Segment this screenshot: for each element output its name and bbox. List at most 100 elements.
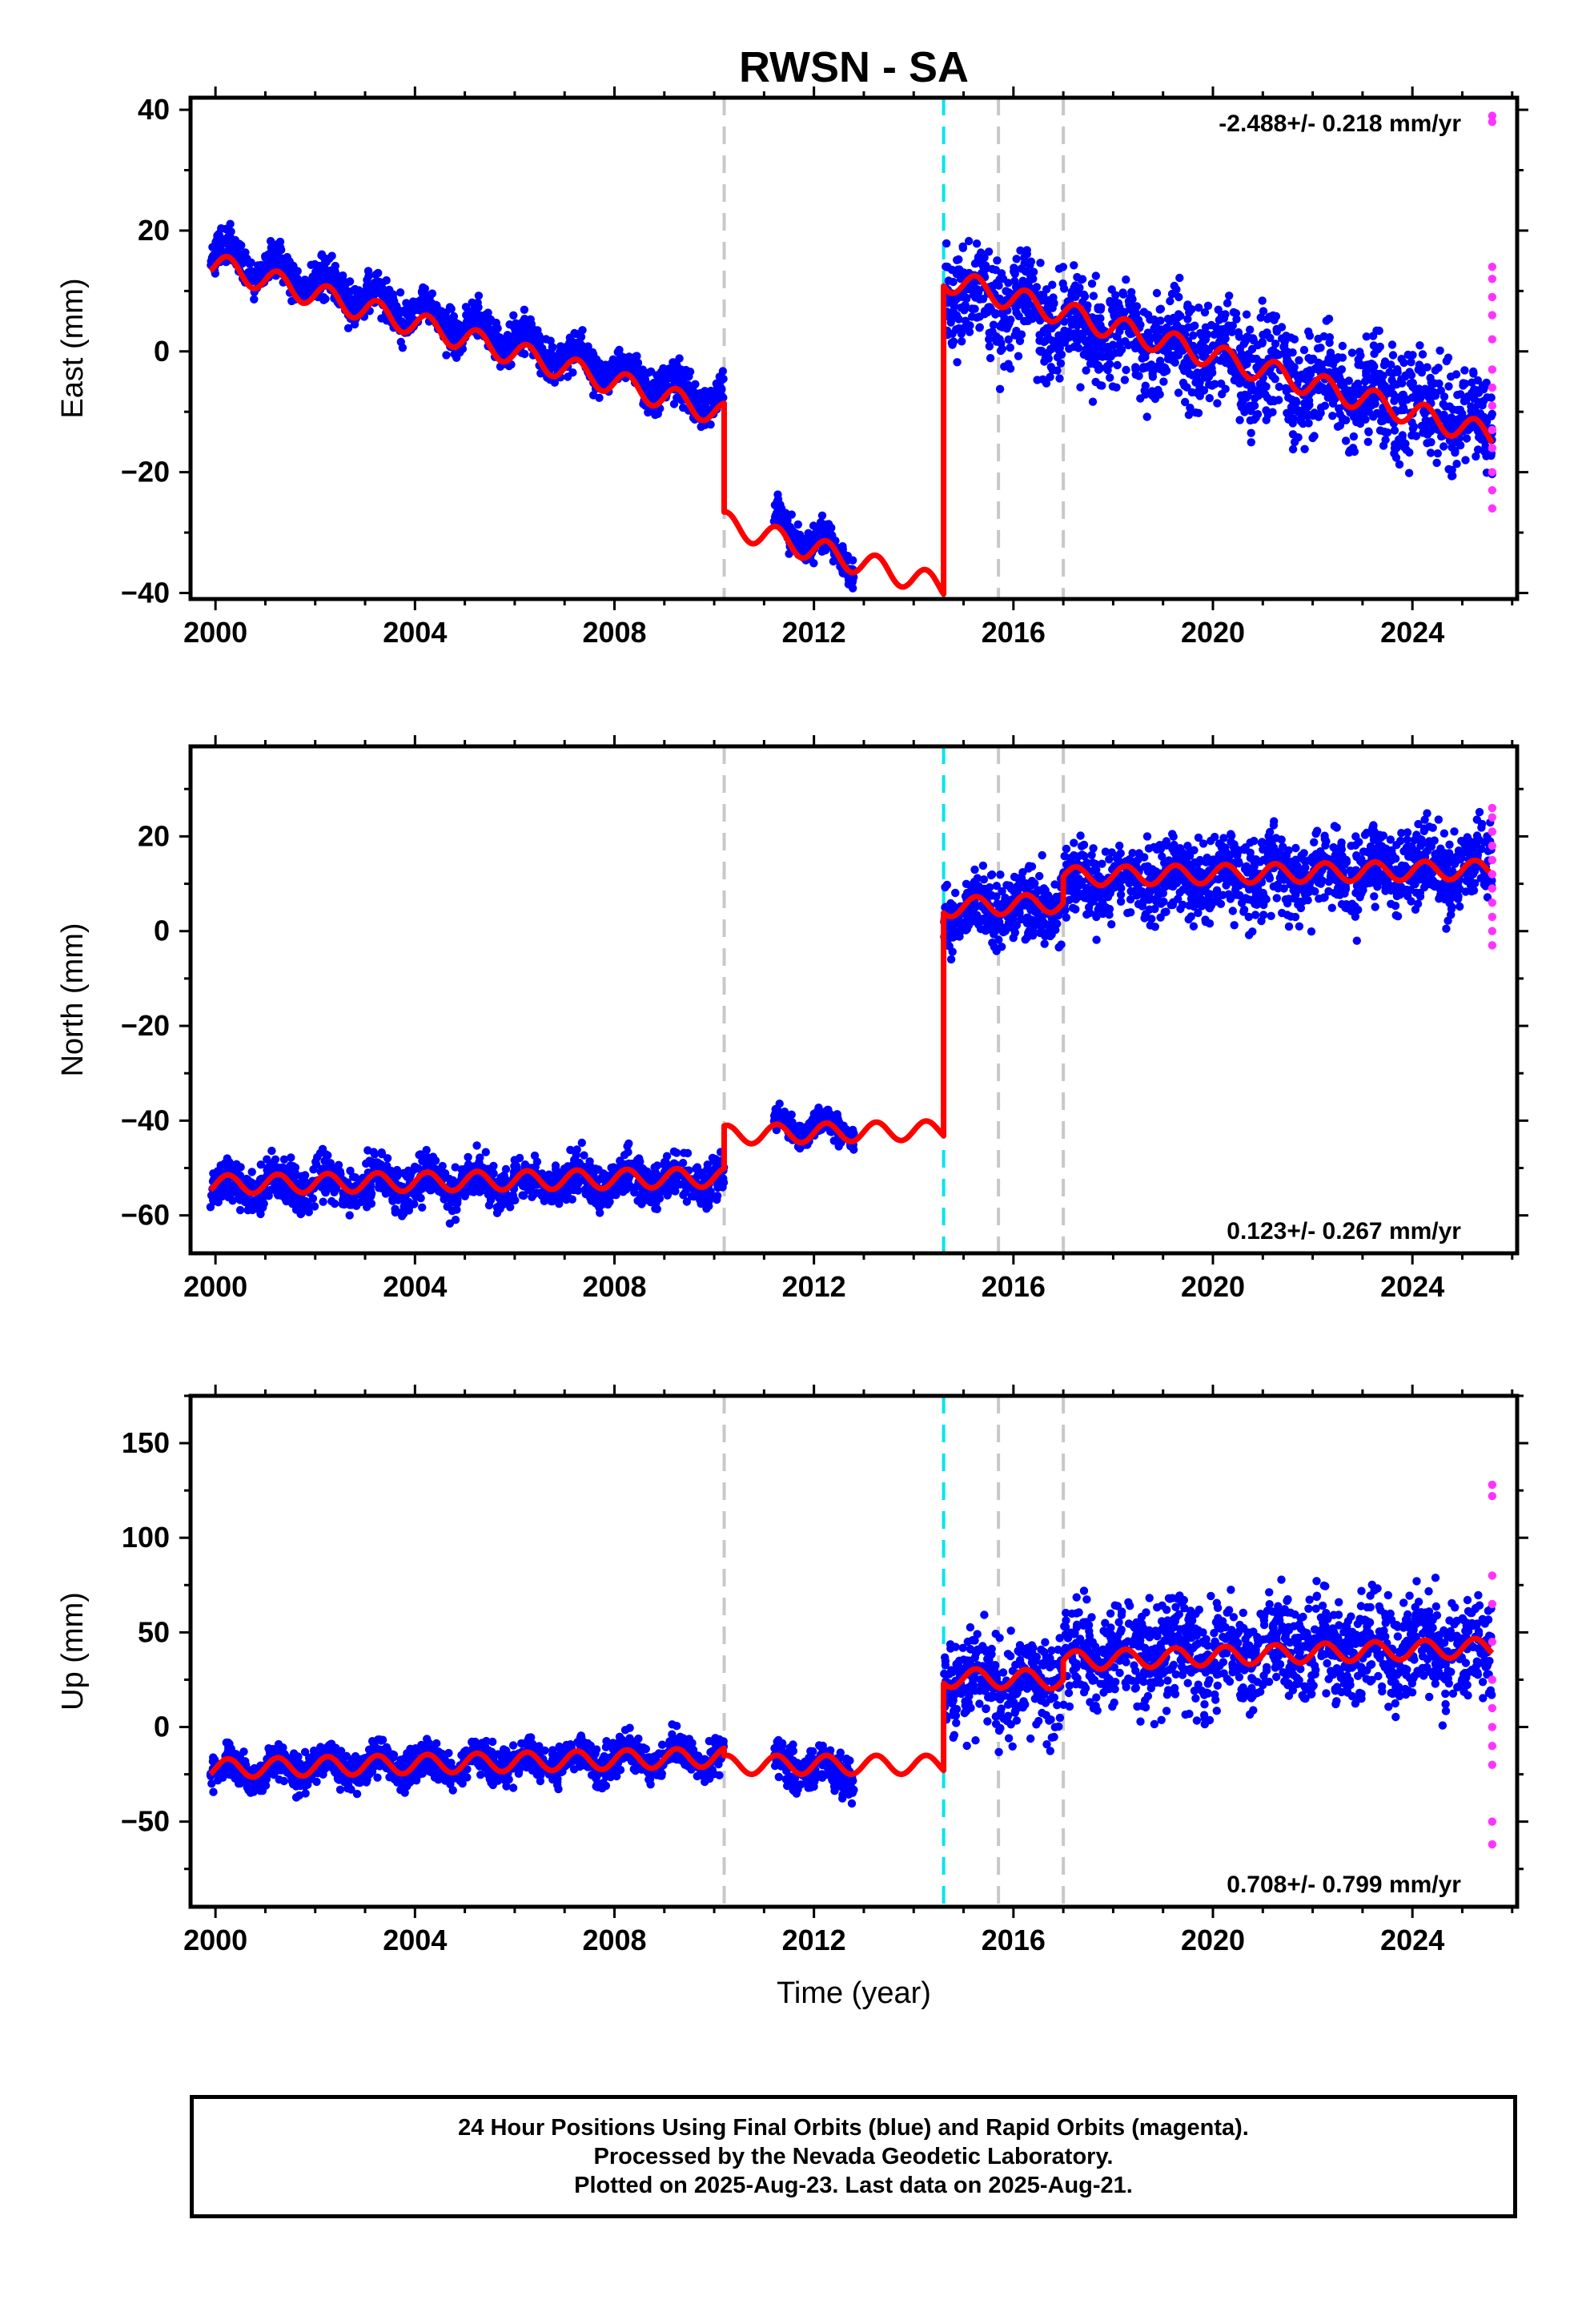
final-orbit-point: [425, 292, 434, 300]
final-orbit-point: [1268, 372, 1277, 380]
final-orbit-point: [501, 1164, 511, 1174]
final-orbit-point: [548, 1196, 556, 1206]
final-orbit-point: [958, 337, 966, 346]
x-tick-label: 2004: [383, 616, 447, 649]
final-orbit-point: [954, 315, 963, 324]
rapid-orbit-point: [1488, 275, 1497, 283]
final-orbit-point: [630, 359, 639, 368]
final-orbit-point: [798, 1126, 807, 1135]
final-orbit-point: [1128, 295, 1137, 304]
final-orbit-point: [1267, 347, 1276, 356]
final-orbit-point: [1462, 396, 1471, 405]
final-orbit-point: [1399, 443, 1409, 452]
final-orbit-point: [1228, 321, 1238, 330]
final-orbit-point: [838, 542, 847, 551]
final-orbit-point: [1094, 304, 1102, 314]
final-orbit-point: [584, 1185, 593, 1194]
final-orbit-point: [1110, 304, 1119, 314]
final-orbit-point: [817, 1112, 826, 1121]
final-orbit-point: [215, 1188, 225, 1196]
final-orbit-point: [600, 1192, 608, 1201]
final-orbit-point: [1152, 288, 1162, 298]
final-orbit-point: [293, 275, 302, 283]
final-orbit-point: [1012, 308, 1021, 317]
final-orbit-point: [325, 1184, 335, 1192]
final-orbit-point: [1002, 287, 1010, 296]
final-orbit-point: [1385, 368, 1394, 376]
final-orbit-point: [985, 335, 994, 344]
final-orbit-point: [1375, 426, 1385, 435]
final-orbit-point: [1405, 448, 1414, 457]
final-orbit-point: [1277, 323, 1287, 332]
final-orbit-point: [1086, 335, 1095, 344]
final-orbit-point: [587, 1196, 596, 1205]
final-orbit-point: [1419, 428, 1427, 437]
final-orbit-point: [1439, 392, 1449, 401]
final-orbit-point: [793, 537, 802, 545]
final-orbit-point: [1112, 383, 1121, 392]
final-orbit-point: [1024, 309, 1033, 318]
final-orbit-point: [387, 1166, 396, 1176]
final-orbit-point: [1195, 304, 1203, 312]
final-orbit-point: [410, 1200, 419, 1208]
final-orbit-point: [966, 321, 974, 330]
final-orbit-point: [1263, 410, 1273, 419]
final-orbit-point: [1363, 437, 1373, 446]
rapid-orbit-point: [1488, 425, 1497, 435]
final-orbit-point: [1170, 281, 1179, 291]
final-orbit-point: [1082, 366, 1090, 375]
final-orbit-point: [248, 267, 257, 276]
rapid-orbit-point: [1488, 401, 1497, 410]
rapid-orbit-point: [1488, 292, 1497, 302]
final-orbit-point: [1035, 331, 1044, 340]
final-orbit-point: [1131, 364, 1140, 374]
final-orbit-point: [588, 391, 598, 400]
final-orbit-point: [1126, 304, 1135, 314]
final-orbit-point: [685, 1184, 693, 1192]
final-orbit-point: [1373, 369, 1382, 378]
final-orbit-point: [1054, 337, 1063, 346]
final-orbit-point: [1172, 338, 1181, 347]
final-orbit-point: [318, 1144, 327, 1154]
final-orbit-point: [696, 388, 705, 398]
final-orbit-point: [1105, 360, 1114, 368]
final-orbit-point: [1183, 315, 1192, 324]
x-tick-label: 2012: [782, 616, 846, 649]
final-orbit-point: [953, 358, 962, 367]
final-orbit-point: [1473, 445, 1483, 454]
final-orbit-point: [1310, 432, 1319, 440]
final-orbit-point: [492, 318, 500, 328]
final-orbit-point: [470, 320, 479, 328]
final-orbit-point: [1435, 379, 1443, 388]
final-orbit-point: [1447, 443, 1456, 452]
final-orbit-point: [556, 342, 565, 351]
final-orbit-point: [715, 372, 724, 381]
final-orbit-point: [1217, 379, 1226, 388]
final-orbit-point: [250, 295, 259, 304]
final-orbit-point: [1367, 400, 1376, 410]
rapid-orbit-point: [1488, 335, 1497, 344]
final-orbit-point: [1389, 390, 1398, 399]
final-orbit-point: [283, 263, 291, 271]
final-orbit-point: [492, 334, 500, 343]
final-orbit-point: [943, 263, 952, 271]
y-tick-label: −40: [121, 576, 170, 609]
final-orbit-point: [691, 380, 700, 388]
final-orbit-point: [1159, 346, 1169, 355]
final-orbit-point: [948, 329, 957, 338]
final-orbit-point: [1250, 401, 1259, 410]
final-orbit-point: [1459, 379, 1468, 388]
final-orbit-point: [1288, 348, 1297, 357]
final-orbit-point: [1456, 440, 1465, 450]
final-orbit-point: [1417, 368, 1427, 377]
final-orbit-point: [502, 1194, 511, 1203]
final-orbit-point: [1379, 441, 1388, 450]
final-orbit-point: [828, 531, 837, 540]
final-orbit-point: [471, 1184, 480, 1193]
final-orbit-point: [1453, 416, 1462, 424]
final-orbit-point: [1390, 396, 1399, 405]
final-orbit-point: [1441, 416, 1451, 425]
final-orbit-point: [995, 384, 1005, 393]
final-orbit-point: [1341, 436, 1351, 445]
final-orbit-point: [1299, 345, 1309, 355]
